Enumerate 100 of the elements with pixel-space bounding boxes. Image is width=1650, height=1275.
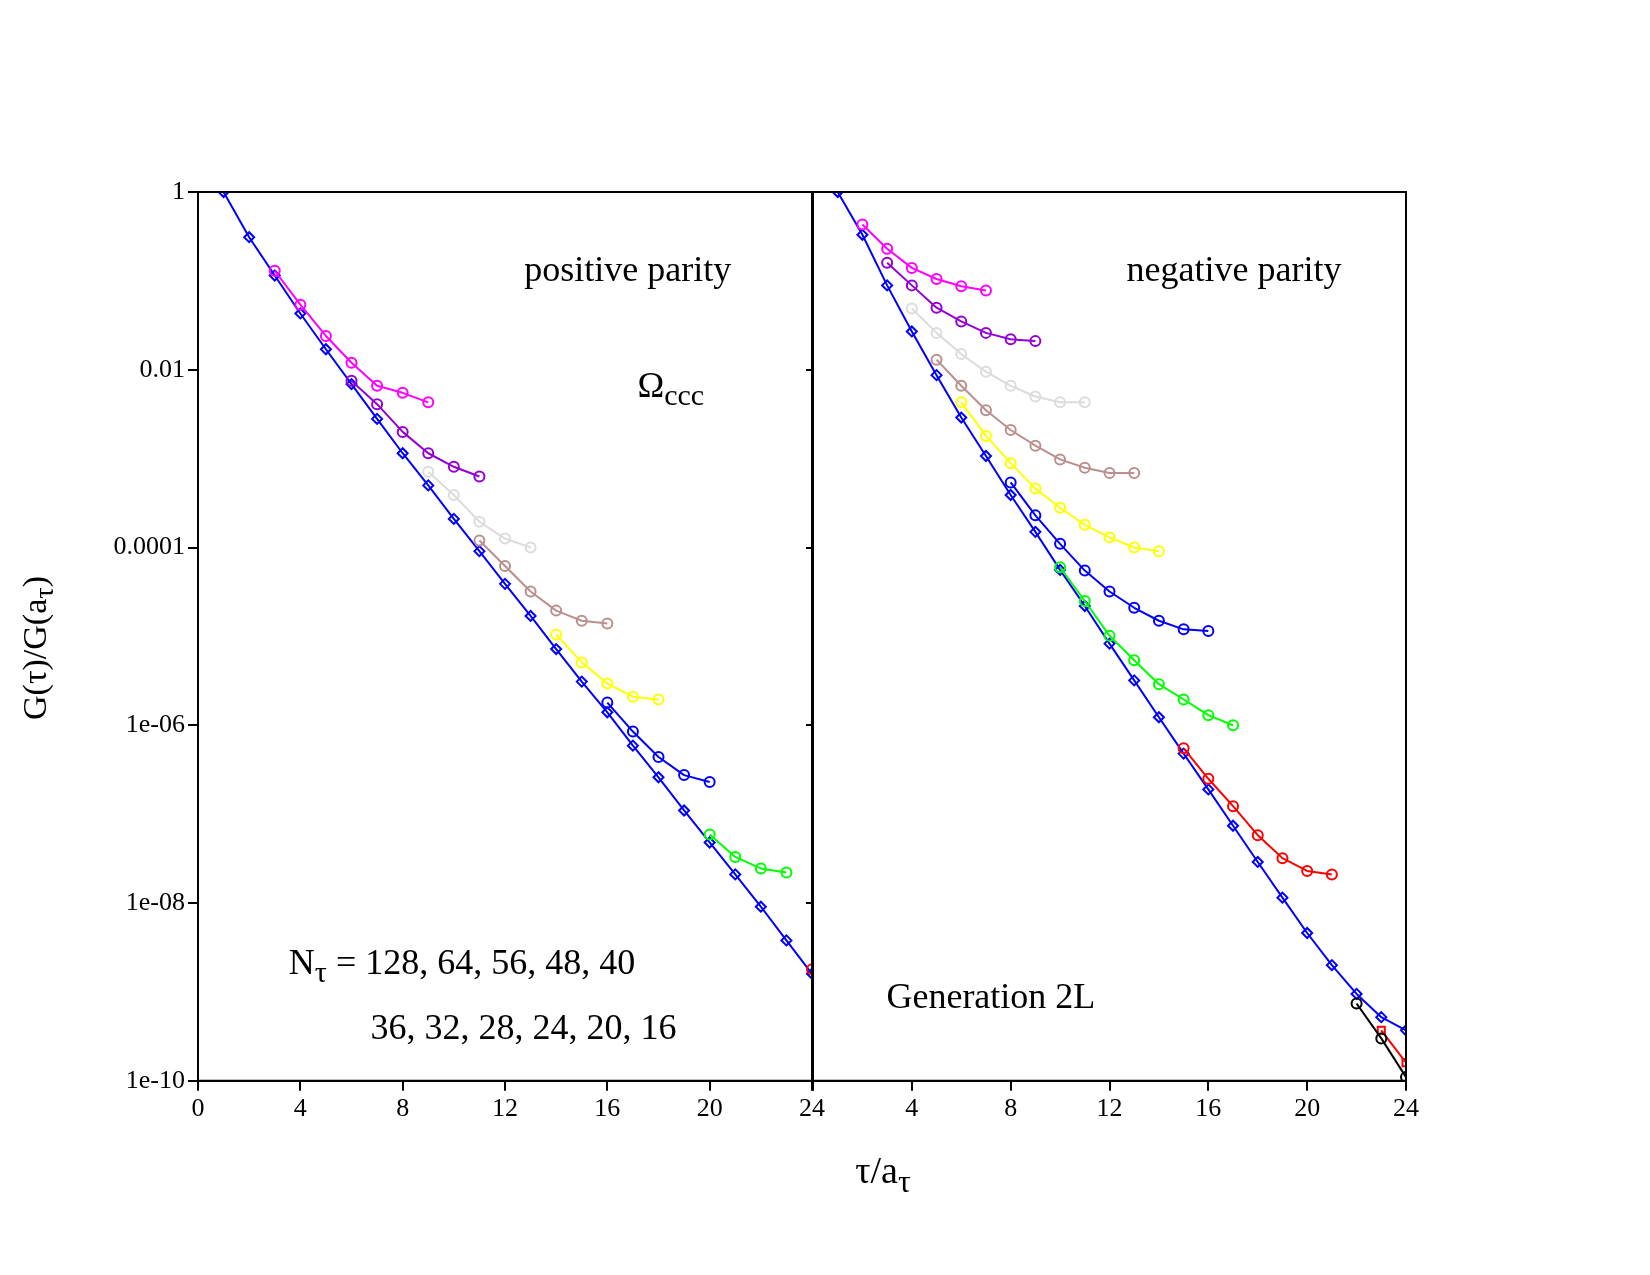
x-tick-label: 24 [1393,1093,1419,1123]
point [1078,595,1091,608]
point [955,315,968,328]
point [780,934,793,947]
point [1054,501,1067,514]
point [1202,709,1215,722]
point [1227,719,1240,732]
point [930,273,943,285]
point [1202,625,1215,638]
annotation: N$_{τ}$ = 128, 64, 56, 48, 40 [288,941,636,990]
point [1227,819,1240,832]
point [1152,545,1165,558]
x-tick-label: 12 [1096,1093,1123,1123]
x-tick-label: 4 [905,1093,919,1123]
point [473,515,486,528]
point [1152,678,1165,691]
point [729,868,742,881]
point [422,447,435,460]
point [703,836,716,849]
point [550,643,563,656]
point [422,396,435,409]
point [626,725,639,738]
point [1301,927,1314,940]
point [1103,466,1116,479]
point [979,284,992,297]
y-tick-label: 1 [172,175,185,205]
point [294,298,307,311]
point [371,412,384,425]
x-tick-label: 4 [293,1093,307,1123]
point [930,326,943,339]
point [447,460,460,473]
point [1103,637,1116,650]
annotation: positive parity [524,248,732,291]
point [1152,711,1165,724]
point [1004,488,1017,501]
point [1251,829,1264,842]
point [1029,482,1042,495]
point [652,750,665,763]
point [856,218,869,231]
point [1029,439,1042,452]
point [1276,891,1289,904]
point [575,675,588,688]
point [294,307,307,320]
point [1054,396,1067,409]
point [1103,531,1116,544]
y-tick-label: 0.0001 [113,531,185,561]
point [473,545,486,558]
point [1004,424,1017,436]
point [1029,335,1042,348]
point [447,512,460,525]
point [499,532,511,545]
point [1202,783,1215,796]
point [1078,461,1091,474]
point [856,228,869,241]
point [1004,476,1017,489]
point [396,386,409,399]
point [524,585,537,598]
point [703,828,716,841]
point [1128,654,1141,667]
point [729,850,742,863]
point [550,628,563,641]
point [1078,564,1091,577]
point [652,693,665,706]
point [1128,541,1141,554]
point [979,326,992,339]
y-tick-label: 0.01 [139,353,185,383]
point [1227,800,1240,813]
point [1078,518,1091,531]
point [601,617,614,630]
point [473,470,486,483]
point [754,862,767,875]
point [905,302,918,315]
point [1029,525,1042,538]
point [1103,585,1116,598]
point [955,280,968,293]
point [754,900,767,913]
point [371,379,384,392]
annotation: negative parity [1126,248,1342,291]
point [524,541,537,554]
point [955,411,968,424]
point [422,465,435,478]
point [1177,742,1190,755]
point [499,559,511,572]
x-tick-label: 0 [191,1093,205,1123]
point [601,706,614,719]
point [905,325,918,338]
x-tick-label: 20 [696,1093,723,1123]
point [345,374,358,387]
point [979,429,992,442]
point [905,261,918,274]
point [1202,772,1215,785]
annotation: 36, 32, 28, 24, 20, 16 [370,1006,677,1049]
x-tick-label: 16 [594,1093,621,1123]
point [955,396,968,409]
point [955,348,968,361]
point [1251,855,1264,868]
point [1078,599,1091,612]
point [930,369,943,382]
y-tick-label: 1e-10 [125,1064,185,1094]
point [524,609,537,622]
